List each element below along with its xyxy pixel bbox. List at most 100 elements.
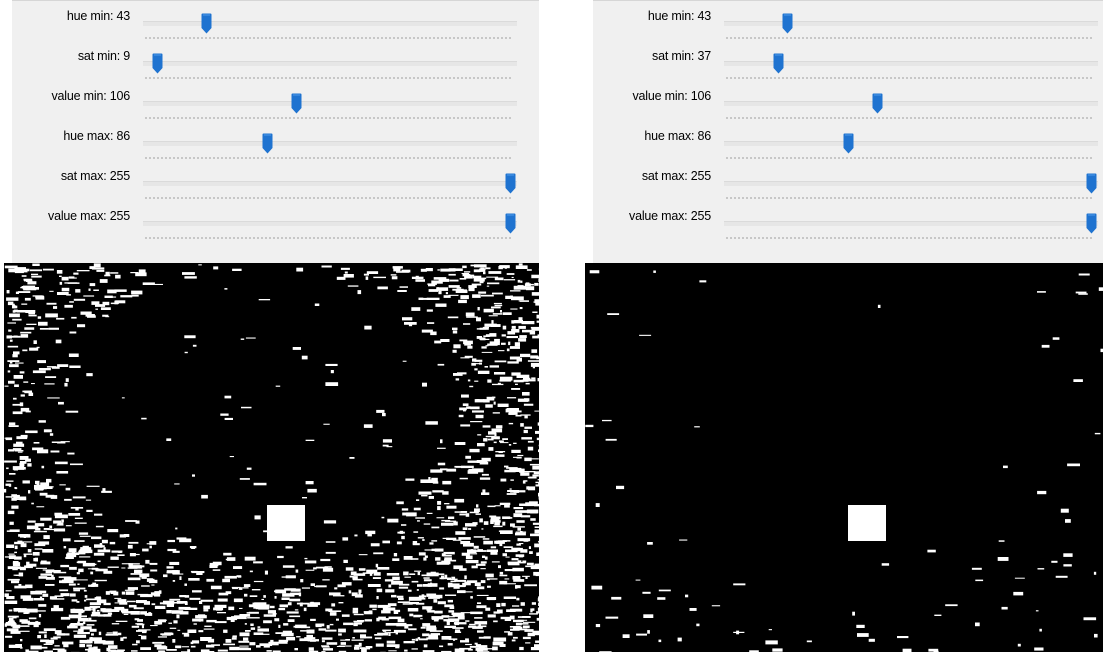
mask-pixel-cluster: [91, 267, 105, 270]
mask-pixel-cluster: [437, 601, 446, 605]
slider-thumb[interactable]: [505, 173, 516, 194]
mask-pixel-cluster: [374, 637, 382, 640]
mask-pixel-cluster: [431, 477, 438, 482]
mask-pixel-cluster: [341, 614, 350, 617]
mask-pixel-cluster: [408, 628, 417, 631]
slider-thumb[interactable]: [291, 93, 302, 114]
slider-track[interactable]: [724, 141, 1098, 146]
mask-pixel-cluster: [532, 335, 539, 339]
mask-pixel-cluster: [868, 638, 875, 642]
trackbar-hue-max[interactable]: hue max: 86: [593, 121, 1103, 161]
mask-pixel-cluster: [6, 596, 15, 600]
mask-pixel-cluster: [404, 625, 409, 629]
slider-thumb[interactable]: [201, 13, 212, 34]
mask-pixel-cluster: [93, 263, 101, 268]
trackbar-value-min[interactable]: value min: 106: [593, 81, 1103, 121]
mask-pixel-cluster: [6, 297, 19, 301]
mask-pixel-cluster: [476, 586, 485, 590]
slider-track[interactable]: [143, 101, 517, 106]
slider-thumb[interactable]: [1086, 173, 1097, 194]
mask-pixel-cluster: [396, 595, 404, 598]
mask-pixel-cluster: [357, 290, 362, 295]
trackbar-hue-max[interactable]: hue max: 86: [12, 121, 539, 161]
mask-pixel-cluster: [51, 570, 61, 573]
mask-pixel-cluster: [49, 596, 57, 600]
mask-pixel-cluster: [22, 586, 32, 588]
trackbar-sat-min[interactable]: sat min: 37: [593, 41, 1103, 81]
mask-pixel-cluster: [482, 326, 489, 329]
trackbar-value-min[interactable]: value min: 106: [12, 81, 539, 121]
slider-thumb[interactable]: [262, 133, 273, 154]
mask-pixel-cluster: [877, 304, 881, 308]
mask-pixel-cluster: [455, 378, 460, 381]
mask-pixel-cluster: [143, 601, 150, 605]
slider-track[interactable]: [724, 21, 1098, 26]
mask-pixel-cluster: [322, 579, 330, 581]
slider-track[interactable]: [143, 141, 517, 146]
slider-thumb[interactable]: [782, 13, 793, 34]
mask-pixel-cluster: [10, 620, 15, 624]
mask-pixel-cluster: [154, 620, 163, 625]
mask-pixel-cluster: [19, 566, 26, 571]
slider-track[interactable]: [724, 61, 1098, 66]
mask-pixel-cluster: [119, 534, 126, 538]
mask-pixel-cluster: [321, 646, 330, 648]
mask-pixel-cluster: [198, 630, 204, 633]
trackbar-hue-min[interactable]: hue min: 43: [12, 1, 539, 41]
mask-pixel-cluster: [336, 618, 339, 621]
mask-pixel-cluster: [491, 320, 494, 324]
slider-track[interactable]: [143, 221, 517, 226]
trackbar-sat-max[interactable]: sat max: 255: [12, 161, 539, 201]
slider-track[interactable]: [724, 221, 1098, 226]
mask-pixel-cluster: [642, 591, 651, 594]
slider-thumb[interactable]: [843, 133, 854, 154]
mask-pixel-cluster: [178, 606, 191, 610]
slider-thumb[interactable]: [1086, 213, 1097, 234]
mask-pixel-cluster: [505, 295, 513, 299]
mask-pixel-cluster: [459, 568, 467, 571]
mask-pixel-cluster: [4, 556, 10, 558]
trackbar-sat-min[interactable]: sat min: 9: [12, 41, 539, 81]
mask-pixel-cluster: [74, 522, 87, 524]
slider-thumb[interactable]: [773, 53, 784, 74]
trackbar-value-max[interactable]: value max: 255: [593, 201, 1103, 241]
mask-pixel-cluster: [105, 271, 110, 275]
mask-pixel-cluster: [503, 596, 516, 599]
trackbar-hue-min[interactable]: hue min: 43: [593, 1, 1103, 41]
mask-pixel-cluster: [511, 449, 521, 453]
mask-pixel-cluster: [239, 647, 249, 649]
mask-pixel-cluster: [453, 268, 463, 271]
mask-pixel-cluster: [235, 648, 245, 650]
mask-pixel-cluster: [476, 550, 487, 552]
trackbar-value-max[interactable]: value max: 255: [12, 201, 539, 241]
mask-pixel-cluster: [407, 608, 419, 612]
mask-pixel-cluster: [396, 541, 402, 545]
slider-thumb[interactable]: [872, 93, 883, 114]
mask-pixel-cluster: [534, 410, 539, 412]
mask-pixel-cluster: [31, 275, 42, 278]
slider-thumb[interactable]: [152, 53, 163, 74]
mask-pixel-cluster: [191, 571, 205, 574]
mask-pixel-cluster: [78, 611, 82, 616]
slider-track[interactable]: [143, 21, 517, 26]
mask-pixel-cluster: [409, 613, 414, 617]
trackbar-sat-max[interactable]: sat max: 255: [593, 161, 1103, 201]
mask-pixel-cluster: [465, 312, 475, 317]
mask-pixel-cluster: [71, 599, 78, 602]
mask-pixel-cluster: [434, 548, 444, 552]
mask-pixel-cluster: [636, 633, 647, 636]
slider-thumb[interactable]: [505, 213, 516, 234]
slider-track[interactable]: [724, 181, 1098, 186]
mask-pixel-cluster: [17, 291, 31, 293]
mask-pixel-cluster: [465, 523, 477, 527]
slider-track[interactable]: [143, 61, 517, 66]
mask-pixel-cluster: [483, 636, 491, 639]
mask-pixel-cluster: [109, 541, 116, 545]
mask-pixel-cluster: [53, 636, 61, 639]
slider-track[interactable]: [724, 101, 1098, 106]
mask-pixel-cluster: [444, 604, 454, 608]
mask-pixel-cluster: [84, 595, 88, 598]
mask-pixel-cluster: [484, 323, 497, 327]
slider-track[interactable]: [143, 181, 517, 186]
mask-pixel-cluster: [68, 583, 76, 586]
